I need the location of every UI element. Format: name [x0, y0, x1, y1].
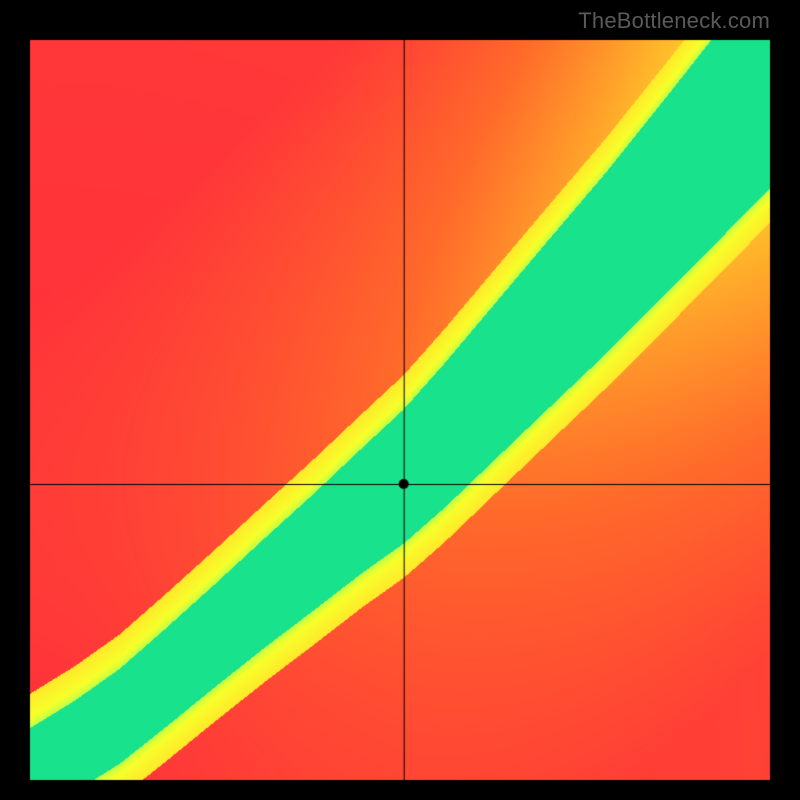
watermark-text: TheBottleneck.com — [578, 8, 770, 34]
heatmap-canvas — [0, 0, 800, 800]
chart-container: TheBottleneck.com — [0, 0, 800, 800]
